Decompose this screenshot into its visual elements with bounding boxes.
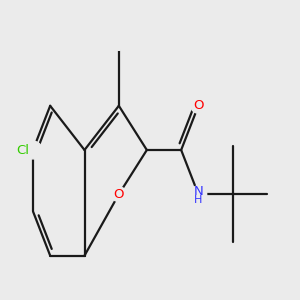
Text: O: O xyxy=(193,99,204,112)
Text: Cl: Cl xyxy=(16,143,29,157)
Circle shape xyxy=(24,141,42,159)
Circle shape xyxy=(190,186,207,202)
Circle shape xyxy=(111,187,126,202)
Circle shape xyxy=(113,38,125,50)
Text: O: O xyxy=(114,188,124,201)
Text: N: N xyxy=(194,185,203,198)
Circle shape xyxy=(191,98,206,113)
Text: H: H xyxy=(194,195,202,205)
